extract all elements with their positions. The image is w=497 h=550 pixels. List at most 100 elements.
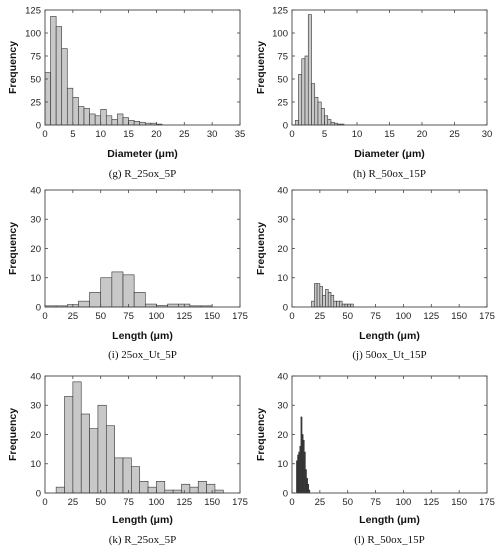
panel-j-length-50oxut15p: 0 25 50 75 100 125 150 175 0 10 20 30 40 Length (μm) F… xyxy=(255,185,495,361)
histogram-bar xyxy=(317,101,322,126)
y-tick-label: 40 xyxy=(277,371,288,382)
histogram-bar xyxy=(50,16,57,126)
histogram-bar xyxy=(307,14,312,126)
histogram-bar xyxy=(55,26,63,126)
y-tick-label: 10 xyxy=(277,273,288,284)
panel-caption: (g) R_25ox_5P xyxy=(109,168,177,180)
x-tick-label: 5 xyxy=(70,129,75,140)
y-tick-label: 20 xyxy=(277,244,288,255)
histogram-bar xyxy=(301,58,306,126)
y-tick-label: 75 xyxy=(277,51,288,62)
x-tick-label: 100 xyxy=(148,311,164,322)
panel-i-length-25oxut5p: 0 25 50 75 100 125 150 175 0 10 20 30 40 Length (μm) F… xyxy=(7,185,248,361)
x-tick-label: 25 xyxy=(68,497,79,508)
x-axis-label: Diameter (μm) xyxy=(354,148,425,160)
y-tick-label: 50 xyxy=(277,74,288,85)
y-tick-label: 25 xyxy=(277,97,288,108)
y-tick-label: 25 xyxy=(30,97,41,108)
histogram-bar xyxy=(147,486,157,494)
histogram-bar xyxy=(122,274,135,308)
panel-l-length-r50ox15p: 0 25 50 75 100 125 150 175 0 10 20 30 40 Length (μm) F… xyxy=(255,371,495,546)
x-tick-label: 25 xyxy=(315,497,326,508)
histogram-bar xyxy=(55,486,65,494)
y-tick-label: 30 xyxy=(277,215,288,226)
x-tick-label: 150 xyxy=(451,497,467,508)
histogram-bar xyxy=(324,115,329,126)
histogram-bar xyxy=(72,97,79,126)
histogram-bar xyxy=(94,115,102,126)
histogram-bar xyxy=(105,115,113,126)
y-tick-label: 125 xyxy=(272,5,288,16)
x-tick-label: 35 xyxy=(235,129,246,140)
x-axis-label: Length (μm) xyxy=(359,514,420,526)
histogram-bar xyxy=(339,300,343,308)
histogram-bar xyxy=(78,300,90,308)
histogram-bar xyxy=(139,480,149,494)
plot-frame xyxy=(44,189,241,308)
histogram-bar xyxy=(133,121,141,126)
panel-k-length-r25ox5p: 0 25 50 75 100 125 150 175 0 10 20 30 40 Length (μm) F… xyxy=(7,371,248,546)
x-tick-label: 0 xyxy=(289,129,294,140)
plot-frame xyxy=(44,9,241,126)
x-tick-label: 150 xyxy=(204,311,220,322)
histogram-bar xyxy=(181,483,191,494)
panel-caption: (j) 50ox_Ut_15P xyxy=(352,349,426,361)
y-tick-label: 10 xyxy=(30,273,41,284)
y-tick-label: 20 xyxy=(277,430,288,441)
histogram-bar xyxy=(325,289,329,308)
x-tick-label: 20 xyxy=(151,129,162,140)
x-tick-label: 50 xyxy=(95,497,106,508)
histogram-bar xyxy=(128,120,135,126)
x-tick-label: 75 xyxy=(370,311,381,322)
x-axis-label: Length (μm) xyxy=(359,330,420,342)
x-tick-label: 125 xyxy=(423,311,439,322)
x-axis-label: Diameter (μm) xyxy=(107,148,178,160)
y-tick-label: 40 xyxy=(277,185,288,196)
histogram-bar xyxy=(294,120,299,126)
x-tick-label: 75 xyxy=(123,311,134,322)
y-tick-label: 20 xyxy=(30,430,41,441)
histogram-bar xyxy=(314,97,319,126)
x-tick-label: 125 xyxy=(176,311,192,322)
histogram-bar xyxy=(298,74,303,126)
histogram-bar xyxy=(64,396,74,494)
y-tick-label: 75 xyxy=(30,51,41,62)
histogram-bar xyxy=(122,457,132,494)
panel-caption: (i) 25ox_Ut_5P xyxy=(108,349,177,361)
histogram-bar xyxy=(83,108,90,126)
y-axis-label: Frequency xyxy=(7,222,19,275)
x-tick-label: 125 xyxy=(423,497,439,508)
y-tick-label: 10 xyxy=(277,459,288,470)
histogram-bar xyxy=(89,113,96,126)
x-tick-label: 100 xyxy=(395,497,411,508)
histogram-bar xyxy=(89,428,99,494)
x-tick-label: 25 xyxy=(68,311,79,322)
histogram-bar xyxy=(322,294,326,308)
y-tick-label: 125 xyxy=(25,5,41,16)
y-axis-label: Frequency xyxy=(255,41,267,94)
histogram-bar xyxy=(114,457,124,494)
histogram-bar xyxy=(100,109,107,126)
x-tick-label: 175 xyxy=(479,497,495,508)
y-tick-label: 0 xyxy=(36,120,41,131)
histogram-bar xyxy=(319,286,323,308)
histogram-bar xyxy=(311,300,315,308)
y-tick-label: 100 xyxy=(25,28,41,39)
y-tick-label: 40 xyxy=(30,185,41,196)
y-tick-label: 20 xyxy=(30,244,41,255)
histogram-bar xyxy=(80,413,90,494)
x-tick-label: 0 xyxy=(42,497,47,508)
panel-caption: (l) R_50ox_15P xyxy=(354,534,425,546)
histogram-bar xyxy=(133,292,146,308)
y-tick-label: 30 xyxy=(30,401,41,412)
x-tick-label: 30 xyxy=(207,129,218,140)
x-tick-label: 175 xyxy=(232,497,248,508)
x-tick-label: 10 xyxy=(95,129,106,140)
x-tick-label: 15 xyxy=(384,129,395,140)
histogram-bar xyxy=(44,72,51,126)
histogram-bar xyxy=(304,55,309,126)
y-tick-label: 40 xyxy=(30,371,41,382)
x-tick-label: 150 xyxy=(451,311,467,322)
x-tick-label: 15 xyxy=(123,129,134,140)
